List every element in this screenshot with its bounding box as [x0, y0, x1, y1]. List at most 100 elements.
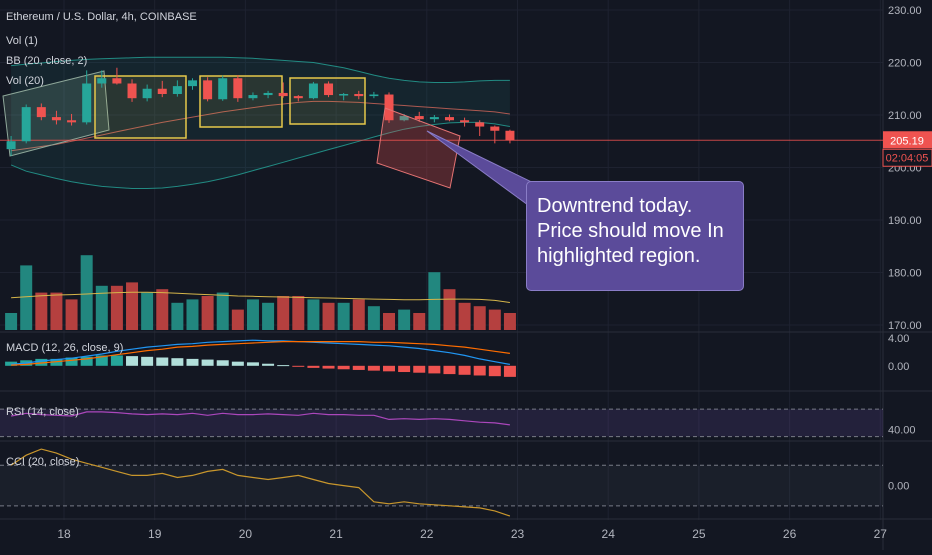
time-tick-label: 21: [329, 527, 343, 541]
macd-histogram-bar: [322, 365, 335, 369]
candle-body: [460, 120, 470, 123]
candle-body: [414, 116, 424, 120]
macd-histogram-bar: [156, 357, 169, 366]
macd-histogram-bar: [186, 358, 199, 366]
candle-body: [444, 117, 454, 121]
macd-histogram-bar: [503, 365, 516, 377]
time-tick-label: 19: [148, 527, 162, 541]
volume-bar: [503, 313, 516, 330]
volume-bar: [5, 313, 18, 330]
volume-bar: [246, 299, 259, 330]
candle-body: [429, 117, 439, 120]
volume-bar: [201, 296, 214, 330]
candle-body: [384, 94, 394, 121]
macd-signal-line: [11, 341, 510, 366]
candle-body: [399, 116, 409, 121]
time-tick-label: 26: [783, 527, 797, 541]
highlighted-region[interactable]: [376, 107, 461, 189]
macd-histogram-bar: [277, 365, 290, 367]
macd-tick-label: 0.00: [888, 361, 909, 373]
volume-bar: [428, 272, 441, 330]
target-region: [376, 107, 461, 189]
time-tick-label: 23: [511, 527, 525, 541]
cci-band: [0, 465, 883, 506]
candle-body: [278, 92, 288, 97]
volume-bar: [473, 306, 486, 330]
consolidation-box: [94, 75, 187, 139]
vol-ma-label: Vol (20): [6, 75, 44, 87]
candle-body: [490, 126, 500, 131]
candle-body: [6, 141, 16, 150]
volume-bar: [65, 299, 78, 330]
rsi-line: [10, 411, 510, 426]
candle-body: [293, 96, 303, 99]
time-tick-label: 24: [602, 527, 616, 541]
volume-bar: [488, 309, 501, 330]
volume-bar: [322, 302, 335, 330]
price-tick-label: 180.00: [888, 268, 922, 280]
callout-line-2: Price should move In: [537, 220, 724, 242]
macd-histogram-bar: [65, 357, 78, 366]
candle-body: [354, 94, 364, 97]
bb-lower-line: [10, 121, 510, 189]
macd-histogram-bar: [428, 365, 441, 374]
price-tick-label: 170.00: [888, 320, 922, 332]
volume-bar: [186, 299, 199, 330]
volume-ma-line: [11, 291, 510, 303]
price-tick-label: 220.00: [888, 58, 922, 70]
volume-bar: [277, 296, 290, 330]
macd-histogram-bar: [126, 356, 139, 366]
cci-label: CCI (20, close): [6, 456, 79, 468]
macd-histogram-bar: [292, 365, 305, 367]
macd-histogram-bar: [367, 365, 380, 371]
bb-upper-line: [11, 56, 510, 83]
candle-body: [324, 83, 334, 96]
candle-body: [233, 78, 243, 99]
macd-histogram-bar: [110, 355, 123, 366]
volume-bar: [443, 289, 456, 330]
candle-body: [172, 86, 182, 94]
countdown-badge: [882, 148, 932, 167]
volume-bar: [337, 302, 350, 330]
rsi-tick-label: 40.00: [888, 425, 916, 437]
macd-histogram-bar: [383, 365, 396, 372]
volume-bar: [383, 313, 396, 330]
macd-histogram-bar: [80, 356, 93, 366]
volume-bar: [352, 299, 365, 330]
time-tick-label: 22: [420, 527, 434, 541]
volume-bar: [367, 306, 380, 330]
candle-body: [142, 88, 152, 99]
volume-bar: [141, 292, 154, 330]
volume-bar: [307, 299, 320, 330]
price-tick-label: 210.00: [888, 110, 922, 122]
candle-body: [263, 92, 273, 96]
macd-histogram-bar: [337, 365, 350, 370]
last-price-badge: [883, 131, 932, 149]
cci-tick-label: 0.00: [888, 481, 909, 493]
axes: 230.00220.00210.00200.00190.00180.00170.…: [57, 5, 932, 541]
macd-histogram-bar: [50, 358, 63, 366]
macd-histogram-bar: [201, 359, 214, 366]
macd-histogram-bar: [488, 365, 501, 377]
last-price-value: 205.19: [890, 135, 924, 147]
volume-bar: [292, 296, 305, 330]
rsi-band: [0, 409, 883, 437]
volume-bar: [231, 309, 244, 330]
volume-bar: [216, 292, 229, 330]
volume-bar: [458, 302, 471, 330]
volume-bar: [80, 255, 93, 330]
macd-label: MACD (12, 26, close, 9): [6, 342, 123, 354]
macd-histogram-bar: [473, 365, 486, 376]
cci-pane: [0, 448, 883, 517]
candle-body: [339, 94, 349, 96]
volume-bar: [398, 309, 411, 330]
macd-pane: [5, 339, 516, 377]
candle-body: [21, 107, 31, 142]
annotation-callout[interactable]: Downtrend today. Price should move In hi…: [526, 181, 744, 291]
price-tick-label: 190.00: [888, 215, 922, 227]
macd-histogram-bar: [5, 361, 18, 366]
candle-body: [369, 94, 379, 97]
